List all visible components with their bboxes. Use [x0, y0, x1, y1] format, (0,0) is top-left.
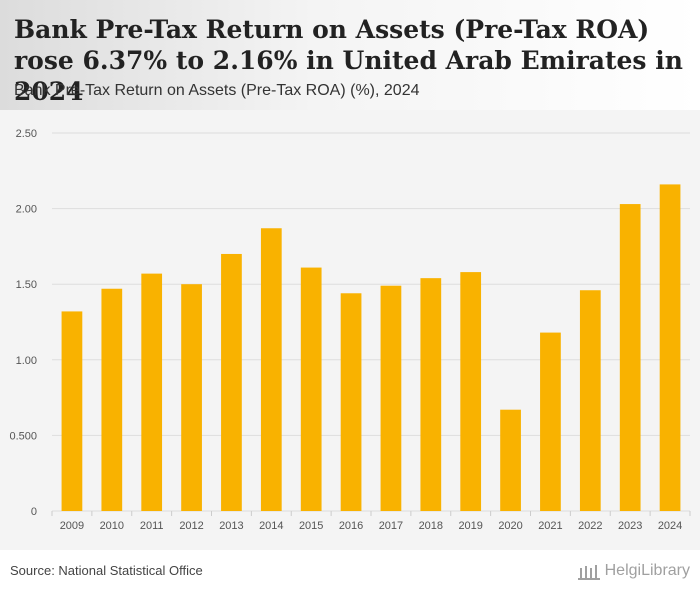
x-tick-label: 2016 — [339, 520, 363, 532]
y-tick-label: 0 — [31, 506, 37, 518]
y-tick-label: 1.50 — [16, 279, 37, 291]
bar-2024 — [659, 184, 681, 511]
x-tick-label: 2022 — [578, 520, 602, 532]
logo-text: HelgiLibrary — [604, 562, 690, 579]
y-tick-label: 0.500 — [9, 430, 37, 442]
y-tick-label: 1.00 — [16, 355, 37, 367]
x-tick-label: 2009 — [60, 520, 84, 532]
chart-subtitle: Bank Pre-Tax Return on Assets (Pre-Tax R… — [14, 82, 420, 99]
bar-2012 — [181, 284, 202, 511]
x-tick-label: 2018 — [419, 520, 443, 532]
bar-2013 — [221, 253, 242, 511]
bar-2010 — [101, 288, 123, 511]
bar-2016 — [340, 293, 362, 511]
bar-2009 — [61, 311, 83, 511]
x-tick-label: 2013 — [219, 520, 243, 532]
x-tick-label: 2012 — [179, 520, 203, 532]
helgilibrary-logo: HelgiLibrary — [577, 562, 690, 580]
bar-2014 — [260, 228, 282, 512]
x-tick-label: 2019 — [458, 520, 482, 532]
bar-2021 — [540, 332, 561, 511]
bar-2015 — [300, 267, 322, 511]
x-tick-label: 2020 — [498, 520, 522, 532]
header-banner: Bank Pre-Tax Return on Assets (Pre-Tax R… — [0, 0, 700, 110]
y-tick-label: 2.00 — [16, 204, 37, 216]
bar-2011 — [141, 273, 163, 511]
x-tick-label: 2011 — [140, 520, 164, 532]
x-tick-label: 2017 — [379, 520, 403, 532]
bar-chart: 0 0.500 1.00 1.50 2.00 2.50 2009 2010 2011 2012 20… — [9, 128, 691, 532]
chart-title: Bank Pre-Tax Return on Assets (Pre-Tax R… — [14, 15, 683, 106]
bar-2020 — [500, 409, 521, 511]
bar-2019 — [460, 272, 482, 511]
source-note: Source: National Statistical Office — [10, 563, 203, 578]
bar-2017 — [380, 285, 402, 511]
x-tick-label: 2023 — [618, 520, 642, 532]
y-tick-label: 2.50 — [16, 128, 37, 140]
bar-2018 — [420, 278, 442, 511]
x-tick-label: 2010 — [100, 520, 124, 532]
x-tick-label: 2015 — [299, 520, 323, 532]
x-tick-label: 2014 — [259, 520, 283, 532]
x-tick-label: 2021 — [538, 520, 562, 532]
bar-2023 — [619, 204, 641, 511]
bar-2022 — [579, 290, 601, 511]
library-columns-icon — [577, 565, 600, 580]
plot-area: 0 0.500 1.00 1.50 2.00 2.50 2009 2010 2011 2012 20… — [0, 110, 700, 550]
x-tick-label: 2024 — [658, 520, 682, 532]
